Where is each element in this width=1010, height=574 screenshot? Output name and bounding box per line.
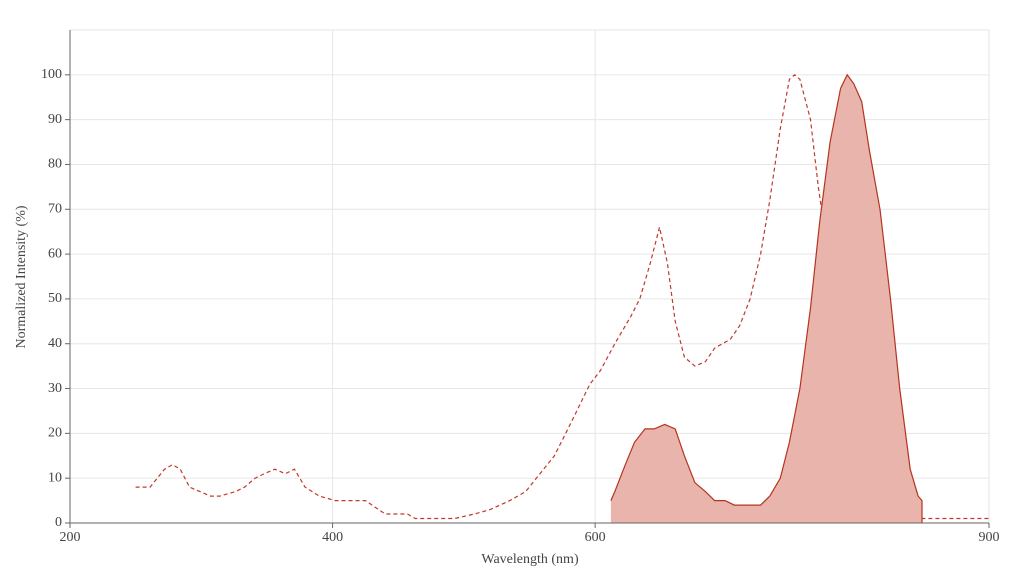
x-tick-label: 900: [979, 530, 1000, 545]
y-tick-label: 50: [48, 291, 62, 306]
y-tick-label: 40: [48, 336, 62, 351]
x-tick-label: 400: [322, 530, 343, 545]
y-tick-label: 0: [55, 515, 62, 530]
y-tick-label: 90: [48, 112, 62, 127]
x-tick-label: 200: [60, 530, 81, 545]
x-tick-label: 600: [585, 530, 606, 545]
line: [135, 74, 989, 520]
line: [610, 73, 923, 523]
y-tick-label: 60: [48, 246, 62, 261]
y-tick-label: 30: [48, 381, 62, 396]
y-tick-label: 20: [48, 426, 62, 441]
area: [610, 74, 922, 524]
x-axis-label: Wavelength (nm): [481, 552, 579, 567]
y-axis-label: Normalized Intensity (%): [14, 205, 29, 348]
y-tick-label: 100: [41, 67, 62, 82]
y-tick-label: 70: [48, 201, 62, 216]
y-tick-label: 80: [48, 157, 62, 172]
plot-area: [135, 73, 989, 524]
y-tick-label: 10: [48, 470, 62, 485]
